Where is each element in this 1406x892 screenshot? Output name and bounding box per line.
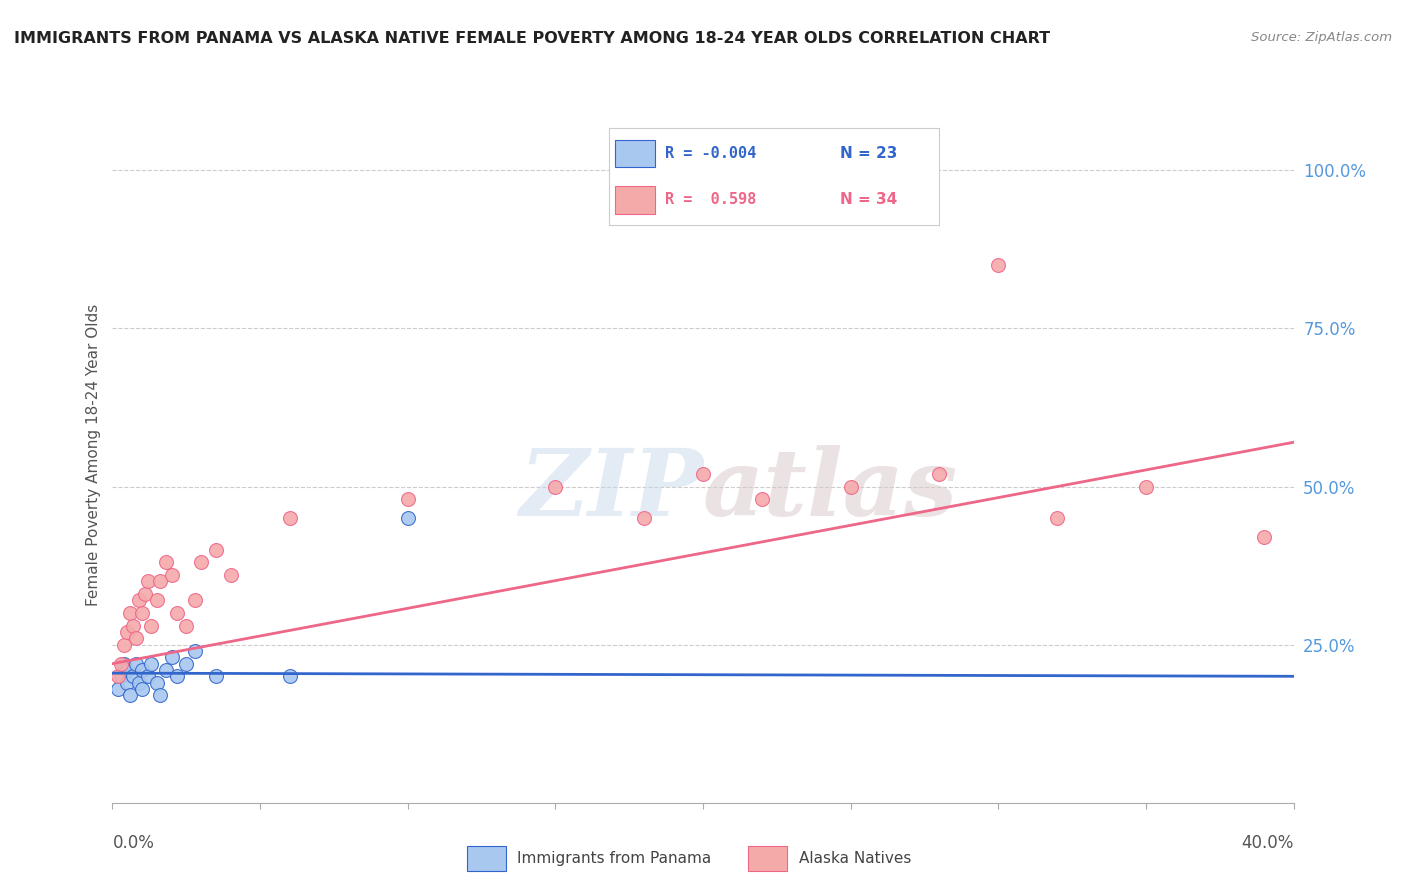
Point [278, 669, 301, 683]
Point [117, 663, 138, 677]
Point [110, 657, 132, 671]
Point [110, 669, 132, 683]
Point [1135, 479, 1157, 493]
Point [120, 606, 142, 620]
Point [633, 511, 655, 525]
Point [396, 511, 419, 525]
Y-axis label: Female Poverty Among 18-24 Year Olds: Female Poverty Among 18-24 Year Olds [86, 304, 101, 606]
Point [107, 669, 129, 683]
Point [125, 632, 148, 646]
Point [160, 568, 183, 582]
Point [155, 663, 177, 677]
Point [117, 625, 138, 640]
Point [184, 593, 207, 607]
Point [117, 675, 138, 690]
Point [146, 593, 169, 607]
Text: Source: ZipAtlas.com: Source: ZipAtlas.com [1251, 31, 1392, 45]
Point [112, 638, 135, 652]
Point [139, 618, 162, 632]
Point [125, 657, 148, 671]
Point [149, 574, 172, 589]
Point [205, 542, 228, 557]
Text: 0.0%: 0.0% [112, 834, 155, 852]
Point [160, 650, 183, 665]
Point [190, 556, 212, 570]
FancyBboxPatch shape [748, 847, 787, 871]
Point [107, 681, 129, 696]
Point [134, 587, 156, 601]
Point [278, 511, 301, 525]
FancyBboxPatch shape [467, 847, 506, 871]
Point [120, 688, 142, 702]
Text: ZIP: ZIP [519, 445, 703, 534]
Point [839, 479, 862, 493]
Point [1046, 511, 1069, 525]
Point [396, 492, 419, 507]
Point [1253, 530, 1275, 544]
Text: Alaska Natives: Alaska Natives [799, 851, 911, 866]
Point [149, 688, 172, 702]
Text: Immigrants from Panama: Immigrants from Panama [517, 851, 711, 866]
Point [219, 568, 242, 582]
Text: atlas: atlas [703, 445, 959, 534]
Point [184, 644, 207, 658]
Point [174, 657, 197, 671]
Point [122, 669, 145, 683]
Point [155, 556, 177, 570]
Point [751, 492, 773, 507]
Point [166, 669, 188, 683]
Point [928, 467, 950, 481]
Point [128, 675, 150, 690]
Point [174, 618, 197, 632]
Point [131, 663, 153, 677]
Point [112, 657, 135, 671]
Point [544, 479, 567, 493]
Point [166, 606, 188, 620]
Point [139, 657, 162, 671]
Point [128, 593, 150, 607]
Point [122, 618, 145, 632]
Point [692, 467, 714, 481]
Text: IMMIGRANTS FROM PANAMA VS ALASKA NATIVE FEMALE POVERTY AMONG 18-24 YEAR OLDS COR: IMMIGRANTS FROM PANAMA VS ALASKA NATIVE … [14, 31, 1050, 46]
Point [136, 574, 159, 589]
Text: 40.0%: 40.0% [1241, 834, 1294, 852]
Point [136, 669, 159, 683]
Point [131, 606, 153, 620]
Point [205, 669, 228, 683]
Point [987, 258, 1010, 272]
Point [146, 675, 169, 690]
Point [131, 681, 153, 696]
